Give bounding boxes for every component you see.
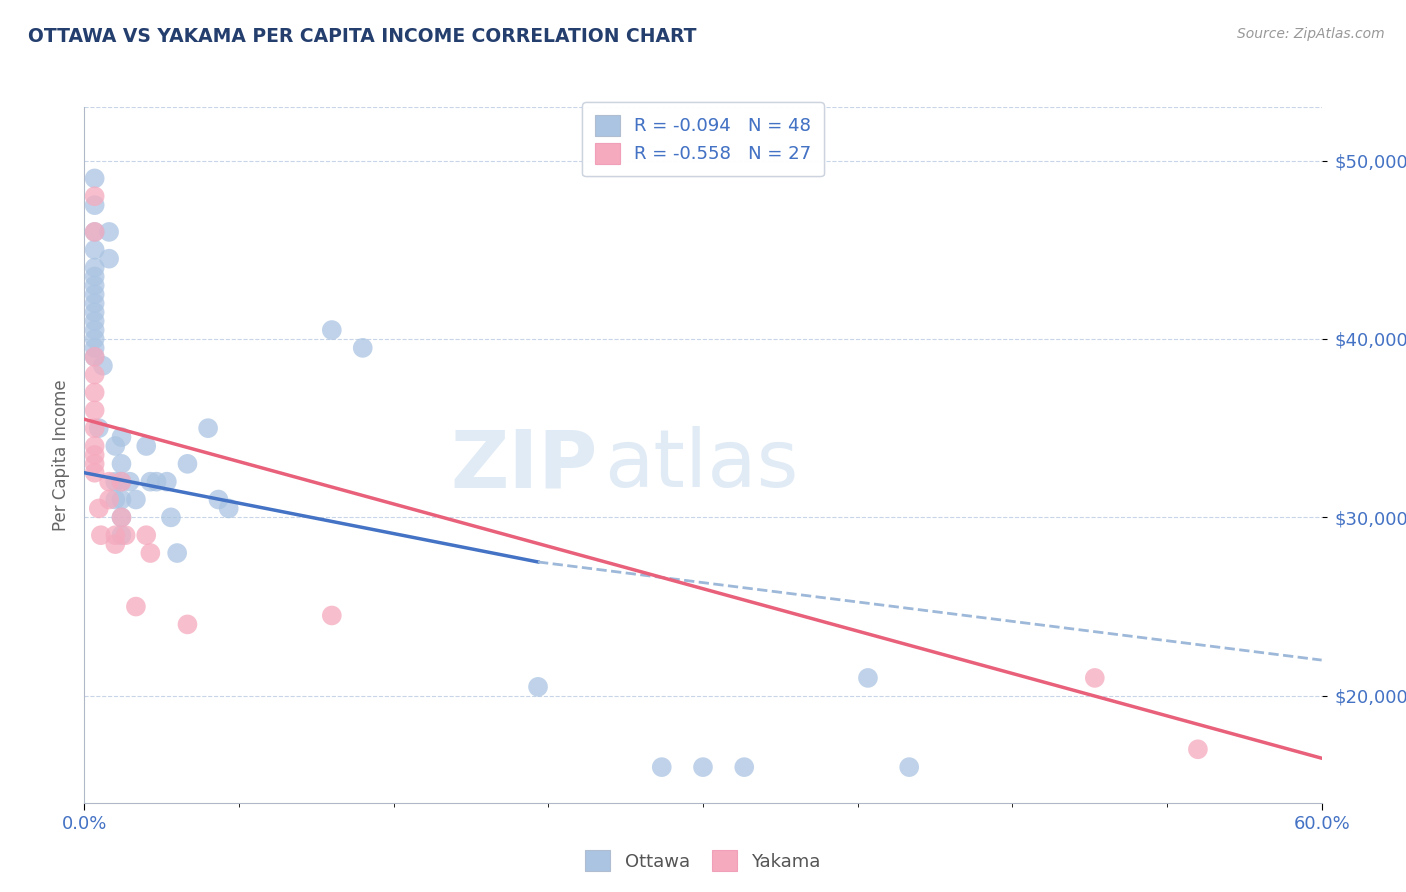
Point [83,243,105,257]
Point [83,225,105,239]
Text: ZIP: ZIP [450,426,598,504]
Point [176,617,198,632]
Point [110,528,132,542]
Point [110,475,132,489]
Point [104,528,127,542]
Point [139,475,162,489]
Point [125,492,148,507]
Point [527,680,550,694]
Point [856,671,879,685]
Point [104,537,127,551]
Point [83,448,105,462]
Text: atlas: atlas [605,426,799,504]
Text: Source: ZipAtlas.com: Source: ZipAtlas.com [1237,27,1385,41]
Point [83,350,105,364]
Point [118,475,141,489]
Point [83,421,105,435]
Point [83,323,105,337]
Point [197,421,219,435]
Point [83,457,105,471]
Point [733,760,755,774]
Point [83,198,105,212]
Point [692,760,714,774]
Point [83,314,105,328]
Point [321,608,343,623]
Legend: Ottawa, Yakama: Ottawa, Yakama [578,843,828,879]
Point [110,510,132,524]
Point [83,439,105,453]
Point [83,269,105,284]
Point [139,546,162,560]
Point [156,475,179,489]
Point [83,403,105,417]
Point [83,350,105,364]
Point [83,296,105,310]
Y-axis label: Per Capita Income: Per Capita Income [52,379,70,531]
Point [352,341,374,355]
Point [98,252,121,266]
Point [90,528,112,542]
Point [104,439,127,453]
Point [83,466,105,480]
Point [87,421,110,435]
Point [114,528,136,542]
Point [83,260,105,275]
Point [83,305,105,319]
Point [651,760,673,774]
Point [145,475,167,489]
Point [98,492,121,507]
Point [1084,671,1107,685]
Point [83,171,105,186]
Point [110,430,132,444]
Point [98,475,121,489]
Point [207,492,229,507]
Point [110,492,132,507]
Point [110,457,132,471]
Point [83,225,105,239]
Point [83,368,105,382]
Point [98,225,121,239]
Point [83,341,105,355]
Point [125,599,148,614]
Point [176,457,198,471]
Point [83,287,105,301]
Point [87,501,110,516]
Point [104,475,127,489]
Point [218,501,240,516]
Point [160,510,183,524]
Text: OTTAWA VS YAKAMA PER CAPITA INCOME CORRELATION CHART: OTTAWA VS YAKAMA PER CAPITA INCOME CORRE… [28,27,696,45]
Point [110,475,132,489]
Point [135,439,157,453]
Point [83,332,105,346]
Point [166,546,188,560]
Point [898,760,921,774]
Point [321,323,343,337]
Legend: R = -0.094   N = 48, R = -0.558   N = 27: R = -0.094 N = 48, R = -0.558 N = 27 [582,103,824,177]
Point [91,359,114,373]
Point [135,528,157,542]
Point [110,510,132,524]
Point [83,278,105,293]
Point [104,492,127,507]
Point [83,385,105,400]
Point [83,189,105,203]
Point [1187,742,1209,756]
